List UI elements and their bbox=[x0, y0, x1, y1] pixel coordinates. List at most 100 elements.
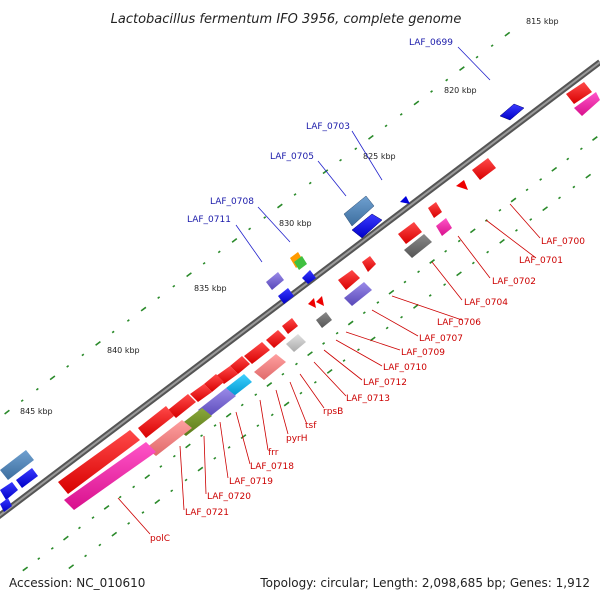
gene-LAF_0710[interactable] bbox=[316, 296, 324, 306]
gc-mark bbox=[186, 272, 192, 278]
gene-pyrH[interactable] bbox=[230, 356, 250, 374]
gene-LAF_0711b[interactable] bbox=[278, 288, 294, 304]
genome-backbone bbox=[0, 59, 600, 519]
label-LAF_0711[interactable]: LAF_0711 bbox=[187, 215, 231, 225]
gene-LAF_0704[interactable] bbox=[398, 222, 422, 244]
gene-LAF_0720[interactable] bbox=[168, 394, 196, 418]
gene-LAF_0711[interactable] bbox=[266, 272, 284, 290]
label-LAF_0705[interactable]: LAF_0705 bbox=[270, 152, 314, 162]
gene-LAF_0707b[interactable] bbox=[344, 282, 372, 306]
gene-LAF_0709[interactable] bbox=[308, 298, 316, 308]
label-LAF_0712[interactable]: LAF_0712 bbox=[363, 378, 407, 388]
label-LAF_0700[interactable]: LAF_0700 bbox=[541, 237, 585, 247]
gene-LAF_0703[interactable] bbox=[400, 196, 410, 204]
label-LAF_0720[interactable]: LAF_0720 bbox=[207, 492, 251, 502]
gc-mark bbox=[347, 320, 354, 326]
gc-mark bbox=[430, 90, 433, 93]
gene-polC-b[interactable] bbox=[64, 442, 156, 510]
gene-polC[interactable] bbox=[58, 430, 140, 494]
label-LAF_0704[interactable]: LAF_0704 bbox=[464, 298, 508, 308]
label-polC[interactable]: polC bbox=[150, 534, 170, 544]
gc-mark bbox=[213, 456, 217, 460]
gene-LAF_0721[interactable] bbox=[138, 406, 174, 438]
gc-mark bbox=[592, 136, 598, 141]
label-LAF_0701[interactable]: LAF_0701 bbox=[519, 256, 563, 266]
label-rpsB[interactable]: rpsB bbox=[323, 407, 343, 417]
label-tsf[interactable]: tsf bbox=[305, 421, 317, 431]
gene-LAF_0704b[interactable] bbox=[404, 234, 432, 258]
gene-LAF_0721b[interactable] bbox=[146, 420, 192, 456]
label-LAF_0703[interactable]: LAF_0703 bbox=[306, 122, 350, 132]
gene-left-blue-a[interactable] bbox=[0, 482, 18, 500]
gc-mark bbox=[4, 409, 10, 415]
label-LAF_0699[interactable]: LAF_0699 bbox=[409, 38, 453, 48]
gc-mark bbox=[385, 326, 389, 330]
gc-mark bbox=[202, 261, 206, 265]
gc-mark bbox=[227, 446, 231, 449]
gc-mark bbox=[254, 393, 258, 397]
label-LAF_0721[interactable]: LAF_0721 bbox=[185, 508, 229, 518]
gene-LAF_0700[interactable] bbox=[472, 158, 496, 180]
label-frr[interactable]: frr bbox=[268, 448, 279, 458]
gene-left-blue-b[interactable] bbox=[16, 468, 38, 488]
gc-mark bbox=[20, 399, 24, 403]
gc-mark bbox=[504, 31, 511, 37]
genome-summary-text: Topology: circular; Length: 2,098,685 bp… bbox=[259, 576, 590, 590]
gene-LAF_0702b[interactable] bbox=[436, 218, 452, 236]
gene-left-steel[interactable] bbox=[0, 450, 34, 480]
gc-mark bbox=[256, 424, 260, 428]
gene-frr-b[interactable] bbox=[226, 374, 252, 396]
gene-left-blue-c[interactable] bbox=[0, 498, 12, 512]
label-LAF_0708[interactable]: LAF_0708 bbox=[210, 197, 254, 207]
gc-mark bbox=[240, 434, 247, 440]
gc-mark bbox=[490, 44, 494, 48]
gene-LAF_0712[interactable] bbox=[316, 312, 332, 328]
gene-LAF_0702[interactable] bbox=[428, 202, 442, 218]
gene-LAF_0713b[interactable] bbox=[286, 334, 306, 352]
gene-LAF_0713[interactable] bbox=[282, 318, 298, 334]
scale-labels: 815 kbp 820 kbp 825 kbp 830 kbp 835 kbp … bbox=[20, 17, 559, 416]
gc-mark bbox=[299, 391, 303, 395]
gene-LAF_0709f[interactable] bbox=[302, 270, 316, 284]
gc-mark bbox=[313, 380, 317, 384]
label-LAF_0702[interactable]: LAF_0702 bbox=[492, 277, 536, 287]
gene-LAF_0705[interactable] bbox=[343, 195, 375, 227]
gene-right-red[interactable] bbox=[566, 82, 592, 104]
gc-mark bbox=[542, 206, 548, 212]
gc-mark bbox=[213, 424, 217, 427]
label-pyrH[interactable]: pyrH bbox=[286, 434, 308, 444]
gene-LAF_0707[interactable] bbox=[338, 270, 360, 290]
gc-mark bbox=[240, 403, 244, 407]
gene-tsf-b[interactable] bbox=[254, 354, 286, 380]
gc-mark bbox=[50, 547, 54, 550]
gene-LAF_0708b[interactable] bbox=[294, 256, 307, 270]
gc-mark bbox=[231, 237, 238, 243]
label-LAF_0709[interactable]: LAF_0709 bbox=[401, 348, 445, 358]
label-LAF_0706[interactable]: LAF_0706 bbox=[437, 318, 481, 328]
gene-LAF_0719b[interactable] bbox=[198, 388, 236, 418]
label-LAF_0710[interactable]: LAF_0710 bbox=[383, 363, 427, 373]
gc-mark bbox=[103, 504, 110, 510]
gc-mark bbox=[144, 474, 151, 480]
gc-mark bbox=[95, 340, 101, 346]
gc-mark bbox=[84, 554, 87, 558]
gc-mark bbox=[510, 197, 517, 203]
label-LAF_0718[interactable]: LAF_0718 bbox=[250, 462, 294, 472]
gene-tsf[interactable] bbox=[244, 342, 270, 364]
label-LAF_0719[interactable]: LAF_0719 bbox=[229, 477, 273, 487]
gc-mark bbox=[326, 368, 333, 374]
gc-mark bbox=[498, 208, 502, 212]
gc-mark bbox=[172, 284, 176, 288]
gene-rpsB[interactable] bbox=[266, 330, 286, 348]
gene-right-pink[interactable] bbox=[574, 92, 600, 116]
gene-LAF_0701[interactable] bbox=[456, 180, 468, 190]
gene-LAF_0699[interactable] bbox=[499, 103, 525, 121]
label-LAF_0713[interactable]: LAF_0713 bbox=[346, 394, 390, 404]
gene-LAF_0706[interactable] bbox=[362, 256, 376, 272]
gc-mark bbox=[399, 113, 403, 116]
gene-LAF_0705b[interactable] bbox=[351, 213, 383, 239]
gc-mark bbox=[22, 566, 29, 572]
label-LAF_0707[interactable]: LAF_0707 bbox=[419, 334, 463, 344]
gene-LAF_0719[interactable] bbox=[190, 384, 212, 402]
gene-LAF_0718[interactable] bbox=[204, 374, 224, 392]
